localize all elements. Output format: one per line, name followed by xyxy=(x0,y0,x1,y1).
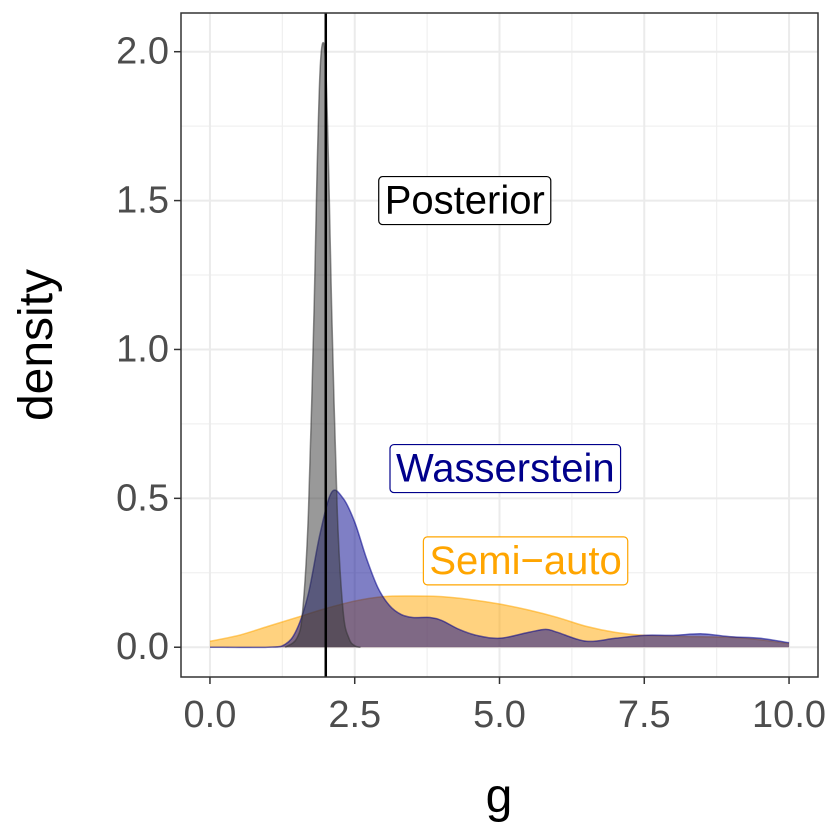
label-text-posterior: Posterior xyxy=(385,179,545,223)
x-axis-title: g xyxy=(486,770,513,823)
label-posterior: Posterior xyxy=(378,175,552,226)
axis-ticks: 0.0 2.5 5.0 7.5 10.0 0.0 0.5 1.0 1.5 2.0 xyxy=(116,31,826,736)
series-labels: Posterior Wasserstein Semi−auto xyxy=(378,175,629,586)
y-tick-label: 1.0 xyxy=(116,328,169,370)
y-tick-label: 0.5 xyxy=(116,477,169,519)
x-tick-label: 5.0 xyxy=(473,694,526,736)
label-wasserstein: Wasserstein xyxy=(389,443,622,494)
x-tick-label: 10.0 xyxy=(752,694,826,736)
density-area-posterior xyxy=(285,42,361,648)
y-tick-label: 0.0 xyxy=(116,626,169,668)
x-tick-label: 2.5 xyxy=(328,694,381,736)
density-curve-posterior xyxy=(284,41,361,648)
label-text-semi-auto: Semi−auto xyxy=(429,539,621,583)
y-tick-label: 2.0 xyxy=(116,31,169,73)
x-tick-label: 7.5 xyxy=(618,694,671,736)
label-box-semi-auto xyxy=(422,536,629,586)
y-axis-title: density xyxy=(10,269,63,421)
density-areas xyxy=(209,41,790,649)
label-box-posterior xyxy=(378,175,552,226)
label-semi-auto: Semi−auto xyxy=(422,536,629,586)
y-tick-label: 1.5 xyxy=(116,180,169,222)
x-tick-label: 0.0 xyxy=(184,694,237,736)
density-area-wasserstein xyxy=(209,490,790,648)
label-text-wasserstein: Wasserstein xyxy=(396,447,615,491)
series-posterior xyxy=(284,41,361,648)
label-box-wasserstein xyxy=(389,443,622,494)
